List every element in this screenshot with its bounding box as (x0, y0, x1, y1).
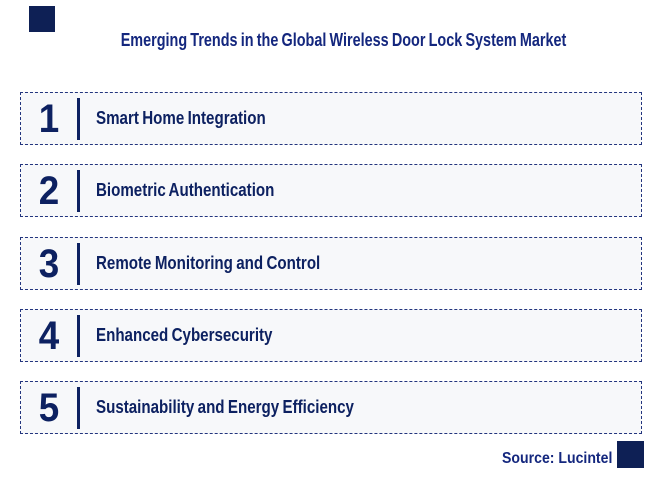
corner-square-bottom-right (617, 441, 644, 468)
number-divider-bar (77, 169, 80, 212)
trend-number: 3 (38, 241, 60, 286)
trend-label: Enhanced Cybersecurity (96, 325, 306, 346)
trend-label-text: Remote Monitoring and Control (96, 253, 321, 273)
trend-row-2: 2 Biometric Authentication (20, 164, 642, 217)
trend-label-text: Sustainability and Energy Efficiency (96, 397, 354, 417)
number-divider-bar (77, 314, 80, 357)
source-credit: Source: Lucintel (487, 450, 612, 468)
trend-row-1: 1 Smart Home Integration (20, 92, 642, 145)
trend-label: Sustainability and Energy Efficiency (96, 397, 403, 418)
trend-label: Remote Monitoring and Control (96, 253, 363, 274)
trend-label: Biometric Authentication (96, 180, 308, 201)
trend-label-text: Biometric Authentication (96, 180, 275, 200)
trend-number: 2 (38, 168, 60, 213)
number-divider-bar (77, 386, 80, 429)
trend-row-4: 4 Enhanced Cybersecurity (20, 309, 642, 362)
number-divider-bar (77, 97, 80, 140)
trend-label-text: Smart Home Integration (96, 108, 266, 128)
trend-number: 5 (38, 385, 60, 430)
trend-row-5: 5 Sustainability and Energy Efficiency (20, 381, 642, 434)
trend-number: 4 (38, 313, 60, 358)
trend-label: Smart Home Integration (96, 108, 298, 129)
trend-number: 1 (38, 96, 60, 141)
source-credit-text: Source: Lucintel (501, 450, 612, 467)
trend-row-3: 3 Remote Monitoring and Control (20, 237, 642, 290)
page-title-text: Emerging Trends in the Global Wireless D… (120, 30, 566, 50)
page-title: Emerging Trends in the Global Wireless D… (0, 30, 668, 51)
corner-square-top-left (29, 6, 55, 32)
trend-label-text: Enhanced Cybersecurity (96, 325, 273, 345)
number-divider-bar (77, 242, 80, 285)
